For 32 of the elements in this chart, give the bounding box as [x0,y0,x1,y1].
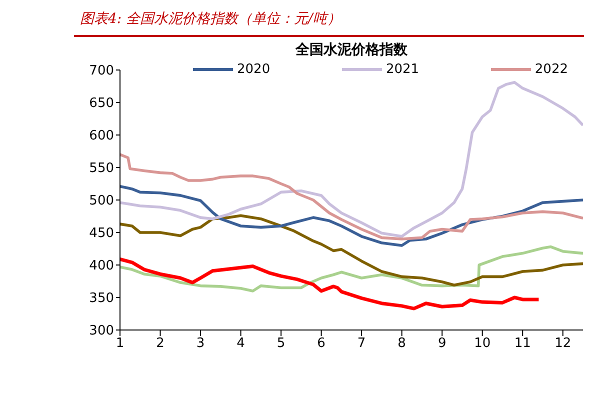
legend-label: 2021 [386,62,420,77]
y-tick-label: 500 [89,194,114,209]
y-tick-label: 400 [89,258,114,274]
x-tick-label: 7 [357,336,366,352]
y-tick-label: 550 [89,161,114,176]
y-tick-label: 300 [89,324,114,339]
line-series [120,245,583,292]
text: 图表4: 全国水泥价格指数（单位：元/吨） [80,10,341,28]
line-series [120,214,583,287]
x-tick-label: 10 [474,336,491,352]
line-series [120,80,583,238]
x-tick-label: 4 [236,336,245,352]
line-series [120,184,583,247]
legend-label: 2020 [237,62,270,77]
x-tick-label: 6 [317,336,326,352]
x-tick-label: 12 [554,336,572,352]
x-tick-label: 11 [514,336,531,352]
x-tick-label: 2 [156,336,164,352]
y-tick-label: 450 [89,226,114,242]
x-tick-label: 1 [116,336,124,352]
x-tick-label: 8 [398,336,406,352]
legend-label: 2022 [534,62,568,77]
x-tick-label: 5 [276,336,286,352]
y-tick-label: 700 [89,64,114,79]
line-series [120,153,583,240]
y-tick-label: 350 [89,291,114,306]
y-tick-label: 650 [89,96,114,112]
x-tick-label: 3 [196,336,205,352]
y-tick-label: 600 [89,128,114,144]
line-series [120,257,540,310]
x-tick-label: 9 [438,336,446,352]
chart-title: 全国水泥价格指数 [294,41,408,59]
